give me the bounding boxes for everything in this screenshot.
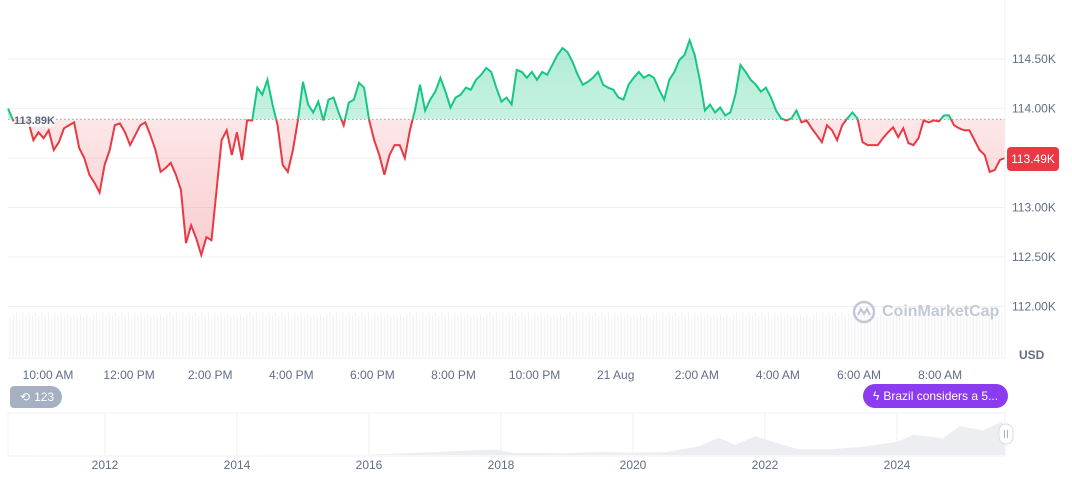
history-count: 123 [34, 390, 55, 404]
x-tick-label: 10:00 PM [509, 368, 560, 382]
price-line-up [7, 37, 953, 120]
y-tick-label: 112.50K [1012, 250, 1056, 264]
y-tick-label: 113.00K [1012, 201, 1056, 215]
navigator-area [12, 421, 1006, 455]
y-tick-label: 112.00K [1012, 300, 1056, 314]
x-tick-label: 8:00 PM [431, 368, 476, 382]
x-tick-label: 10:00 AM [23, 368, 74, 382]
x-tick-label: 12:00 PM [103, 368, 154, 382]
area-above-baseline [8, 40, 952, 120]
x-tick-label: 8:00 AM [918, 368, 962, 382]
x-tick-label: 6:00 PM [350, 368, 395, 382]
current-price-label: 113.49K [1007, 147, 1059, 171]
navigator-year-label: 2024 [884, 458, 911, 472]
x-tick-label: 4:00 AM [756, 368, 800, 382]
price-line-down [11, 119, 1006, 259]
lightning-icon: ϟ [873, 389, 880, 403]
watermark-logo: CoinMarketCap [852, 300, 999, 324]
navigator-year-label: 2014 [224, 458, 251, 472]
history-icon: ⟲ [20, 390, 31, 404]
x-tick-label: 6:00 AM [837, 368, 881, 382]
history-badge[interactable]: ⟲ 123 [10, 386, 63, 408]
navigator-year-label: 2018 [488, 458, 515, 472]
y-tick-label: 114.50K [1012, 52, 1056, 66]
navigator-year-label: 2016 [356, 458, 383, 472]
y-tick-label: 114.00K [1012, 102, 1056, 116]
currency-label: USD [1019, 348, 1045, 362]
navigator-year-label: 2012 [92, 458, 119, 472]
navigator-year-label: 2020 [620, 458, 647, 472]
navigator-handle[interactable] [998, 423, 1014, 445]
news-badge[interactable]: ϟ Brazil considers a 5... [863, 384, 1009, 408]
watermark-text: CoinMarketCap [882, 303, 1000, 320]
coinmarketcap-logo-icon [852, 300, 876, 324]
x-tick-label: 21 Aug [597, 368, 634, 382]
x-tick-label: 4:00 PM [269, 368, 314, 382]
navigator-year-label: 2022 [752, 458, 779, 472]
x-tick-label: 2:00 AM [675, 368, 719, 382]
news-text: Brazil considers a 5... [883, 389, 999, 403]
area-below-baseline [8, 119, 1005, 255]
x-tick-label: 2:00 PM [188, 368, 233, 382]
baseline-label: 113.89K [14, 115, 55, 127]
